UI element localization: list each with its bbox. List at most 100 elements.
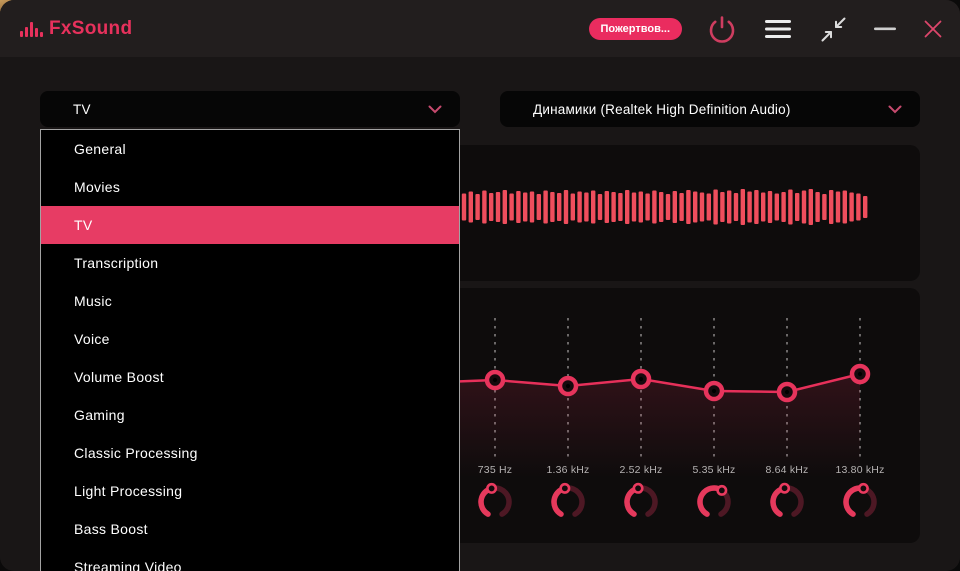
preset-menu-item-movies[interactable]: Movies [74, 179, 121, 195]
spectrum-bar [835, 191, 841, 223]
preset-select[interactable]: TV [40, 91, 460, 127]
curve-fill [444, 374, 860, 478]
spectrum-bar [489, 193, 494, 221]
spectrum-bar [761, 192, 766, 222]
compact-mode-button[interactable] [816, 12, 850, 46]
preset-menu-item-music[interactable]: Music [74, 293, 113, 309]
preset-menu-item-streaming-video[interactable]: Streaming Video [74, 559, 182, 571]
main-content: 735 Hz 1.36 kHz 2.52 kHz 5.35 kHz 8.64 kHz 13… [0, 57, 960, 571]
close-icon [924, 20, 942, 37]
preset-menu-item-tv[interactable]: TV [41, 206, 459, 244]
band-frequency-label: 5.35 kHz [692, 464, 736, 476]
spectrum-bar [563, 190, 569, 224]
spectrum-bar [829, 190, 834, 224]
compact-mode-icon [821, 17, 846, 41]
title-bar: FxSound Пожертвов... [0, 0, 960, 57]
eq-curve-node[interactable] [703, 380, 725, 402]
preset-menu-item-volume-boost[interactable]: Volume Boost [74, 369, 164, 385]
preset-menu-item-light-processing[interactable]: Light Processing [74, 483, 183, 499]
band-gain-knob[interactable] [473, 480, 517, 524]
preset-dropdown-menu: General Movies TV Transcription Music Voice Vo… [40, 129, 460, 571]
spectrum-bar [699, 192, 705, 222]
spectrum-bar [713, 189, 718, 225]
minimize-icon [874, 27, 896, 30]
spectrum-bar [727, 190, 732, 224]
band-gain-knob[interactable] [546, 480, 590, 524]
spectrum-bar [733, 193, 739, 221]
spectrum-bar [536, 194, 541, 220]
app-logo-text: FxSound [49, 18, 133, 39]
spectrum-bar [502, 190, 507, 224]
spectrum-bar [584, 192, 589, 222]
spectrum-bar [631, 192, 637, 222]
spectrum-bar [679, 193, 684, 221]
spectrum-bar [801, 190, 807, 224]
spectrum-bar [495, 192, 501, 222]
spectrum-bar [842, 190, 847, 224]
eq-curve-node[interactable] [557, 375, 579, 397]
spectrum-bar [557, 193, 562, 221]
donate-button[interactable]: Пожертвов... [588, 17, 682, 40]
band-gain-knob[interactable] [692, 480, 736, 524]
spectrum-bar [625, 190, 630, 224]
eq-curve-node[interactable] [776, 381, 798, 403]
close-button[interactable] [920, 16, 946, 42]
spectrum-bar [591, 190, 596, 224]
preset-menu-item-voice[interactable]: Voice [74, 331, 110, 347]
spectrum-bar [645, 193, 650, 221]
spectrum-bar [747, 191, 752, 223]
band-frequency-label: 2.52 kHz [619, 464, 663, 476]
knob-indicator [486, 482, 498, 494]
spectrum-visualizer [455, 189, 868, 225]
preset-menu-item-transcription[interactable]: Transcription [74, 255, 159, 271]
spectrum-bar [638, 191, 643, 223]
output-device-value: Динамики (Realtek High Definition Audio) [533, 101, 791, 117]
preset-menu-item-classic-processing[interactable]: Classic Processing [74, 445, 198, 461]
power-button[interactable] [704, 11, 740, 47]
spectrum-bar [693, 191, 698, 223]
spectrum-bar [822, 194, 827, 220]
spectrum-bar [686, 190, 691, 224]
spectrum-bar [475, 194, 480, 220]
spectrum-bar [815, 192, 820, 222]
band-gain-knob[interactable] [765, 480, 809, 524]
menu-button[interactable] [762, 16, 794, 42]
spectrum-bar [767, 191, 773, 223]
eq-curve-node[interactable] [849, 363, 871, 385]
spectrum-bar [795, 193, 800, 221]
equalizer-curve[interactable] [40, 288, 920, 543]
band-frequency-label: 8.64 kHz [765, 464, 809, 476]
menu-icon [765, 19, 791, 38]
power-icon [709, 15, 735, 43]
equalizer-bars-icon [20, 21, 43, 37]
band-gain-knob[interactable] [619, 480, 663, 524]
spectrum-bar [665, 194, 671, 220]
spectrum-bar [543, 190, 548, 224]
band-frequency-label: 735 Hz [477, 464, 513, 476]
spectrum-bar [672, 191, 677, 223]
spectrum-bar [577, 191, 582, 223]
band-gain-knob[interactable] [838, 480, 882, 524]
preset-menu-item-bass-boost[interactable]: Bass Boost [74, 521, 148, 537]
output-device-select[interactable]: Динамики (Realtek High Definition Audio) [500, 91, 920, 127]
eq-curve-node[interactable] [484, 369, 506, 391]
spectrum-bar [529, 191, 535, 223]
spectrum-bar [720, 192, 725, 222]
spectrum-bar [618, 193, 623, 221]
spectrum-bar [550, 192, 555, 222]
spectrum-bar [659, 192, 664, 222]
spectrum-bar [706, 193, 711, 221]
band-frequency-label: 13.80 kHz [835, 464, 885, 476]
spectrum-bar [509, 193, 514, 221]
eq-curve-node[interactable] [630, 368, 652, 390]
preset-menu-item-gaming[interactable]: Gaming [74, 407, 125, 423]
spectrum-bar [774, 193, 779, 221]
spectrum-bar [788, 189, 793, 225]
spectrum-bar [468, 191, 473, 223]
minimize-button[interactable] [872, 24, 898, 34]
spectrum-bar [808, 189, 813, 225]
preset-menu-item-general[interactable]: General [74, 141, 126, 157]
spectrum-bar [856, 193, 861, 221]
spectrum-bar [570, 193, 575, 221]
